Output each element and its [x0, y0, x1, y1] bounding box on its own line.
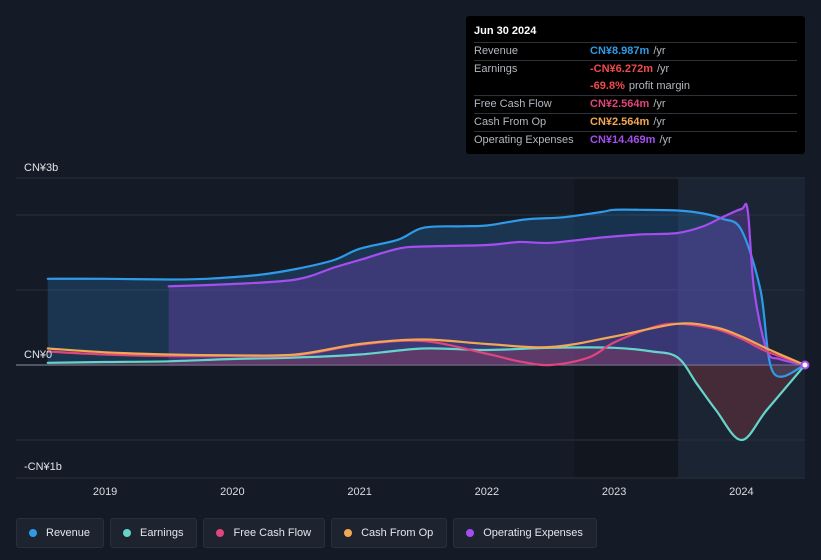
tooltip-unit: profit margin — [628, 80, 690, 92]
legend-dot-icon — [29, 529, 37, 537]
current-point-marker — [800, 360, 810, 370]
y-tick-label-zero: CN¥0 — [24, 349, 52, 361]
tooltip-label: Cash From Op — [474, 116, 547, 128]
tooltip-row-revenue: Revenue CN¥8.987m /yr — [474, 42, 797, 60]
data-tooltip: Jun 30 2024 Revenue CN¥8.987m /yr Earnin… — [466, 16, 805, 154]
x-tick-label: 2021 — [347, 486, 371, 498]
chart-legend: Revenue Earnings Free Cash Flow Cash Fro… — [16, 518, 597, 548]
tooltip-value: CN¥2.564m — [590, 98, 650, 110]
tooltip-row-profit-margin: -69.8% profit margin — [474, 78, 797, 95]
legend-item-revenue[interactable]: Revenue — [16, 518, 105, 548]
tooltip-unit: /yr — [653, 98, 666, 110]
legend-item-cash-from-op[interactable]: Cash From Op — [331, 518, 448, 548]
tooltip-value: CN¥2.564m — [590, 116, 650, 128]
tooltip-label: Revenue — [474, 45, 519, 57]
tooltip-row-earnings: Earnings -CN¥6.272m /yr — [474, 60, 797, 78]
legend-item-free-cash-flow[interactable]: Free Cash Flow — [203, 518, 326, 548]
tooltip-unit: /yr — [653, 45, 666, 57]
tooltip-row-free-cash-flow: Free Cash Flow CN¥2.564m /yr — [474, 95, 797, 113]
y-tick-label-bottom: -CN¥1b — [24, 461, 62, 473]
legend-item-earnings[interactable]: Earnings — [110, 518, 198, 548]
tooltip-row-cash-from-op: Cash From Op CN¥2.564m /yr — [474, 113, 797, 131]
x-tick-label: 2023 — [602, 486, 626, 498]
legend-item-operating-expenses[interactable]: Operating Expenses — [453, 518, 597, 548]
revenue-area — [47, 209, 806, 377]
tooltip-value: CN¥8.987m — [590, 45, 650, 57]
legend-label: Cash From Op — [361, 527, 434, 539]
tooltip-label: Operating Expenses — [474, 134, 574, 146]
x-tick-label: 2020 — [220, 486, 244, 498]
operating-expenses-area — [168, 203, 805, 365]
tooltip-row-operating-expenses: Operating Expenses CN¥14.469m /yr — [474, 131, 797, 149]
tooltip-value: -CN¥6.272m — [590, 63, 653, 75]
plot-background-shade — [574, 178, 678, 478]
legend-dot-icon — [466, 529, 475, 537]
tooltip-label: Earnings — [474, 63, 518, 75]
legend-dot-icon — [344, 529, 353, 537]
tooltip-unit: /yr — [656, 63, 670, 75]
legend-label: Free Cash Flow — [233, 527, 312, 539]
x-tick-label: 2024 — [729, 486, 753, 498]
revenue-line — [46, 208, 807, 378]
tooltip-unit: /yr — [653, 116, 666, 128]
tooltip-unit: /yr — [659, 134, 672, 146]
tooltip-label — [474, 78, 590, 95]
y-tick-label-top: CN¥3b — [24, 162, 58, 174]
tooltip-value: CN¥14.469m — [590, 134, 656, 146]
tooltip-value: -69.8% — [590, 80, 625, 92]
legend-dot-icon — [216, 529, 225, 537]
legend-label: Revenue — [46, 527, 91, 539]
legend-label: Operating Expenses — [483, 527, 583, 539]
cash-from-op-line — [46, 322, 807, 367]
tooltip-label: Free Cash Flow — [474, 98, 552, 110]
x-tick-label: 2022 — [475, 486, 499, 498]
legend-label: Earnings — [140, 527, 184, 539]
tooltip-date: Jun 30 2024 — [474, 25, 537, 37]
plot-background — [16, 178, 574, 478]
x-tick-label: 2019 — [93, 486, 117, 498]
operating-expenses-line — [167, 202, 807, 367]
legend-dot-icon — [123, 529, 132, 537]
